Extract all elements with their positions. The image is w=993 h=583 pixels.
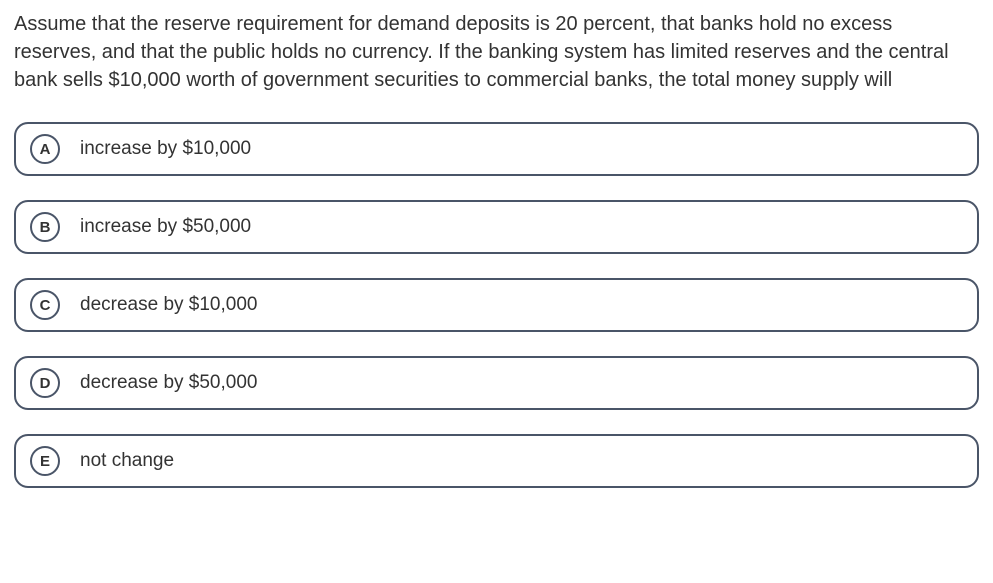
option-letter-badge: C xyxy=(30,290,60,320)
option-letter: C xyxy=(40,297,51,314)
option-text: increase by $50,000 xyxy=(80,216,251,238)
question-text: Assume that the reserve requirement for … xyxy=(14,10,979,94)
option-letter: B xyxy=(40,219,51,236)
option-a[interactable]: A increase by $10,000 xyxy=(14,122,979,176)
option-letter: A xyxy=(40,141,51,158)
quiz-container: Assume that the reserve requirement for … xyxy=(0,0,993,498)
option-d[interactable]: D decrease by $50,000 xyxy=(14,356,979,410)
option-letter: D xyxy=(40,375,51,392)
option-text: increase by $10,000 xyxy=(80,138,251,160)
option-letter-badge: B xyxy=(30,212,60,242)
option-letter-badge: E xyxy=(30,446,60,476)
option-e[interactable]: E not change xyxy=(14,434,979,488)
option-letter-badge: D xyxy=(30,368,60,398)
option-text: not change xyxy=(80,450,174,472)
option-c[interactable]: C decrease by $10,000 xyxy=(14,278,979,332)
options-list: A increase by $10,000 B increase by $50,… xyxy=(14,122,979,488)
option-b[interactable]: B increase by $50,000 xyxy=(14,200,979,254)
option-letter-badge: A xyxy=(30,134,60,164)
option-letter: E xyxy=(40,453,50,470)
option-text: decrease by $10,000 xyxy=(80,294,257,316)
option-text: decrease by $50,000 xyxy=(80,372,257,394)
